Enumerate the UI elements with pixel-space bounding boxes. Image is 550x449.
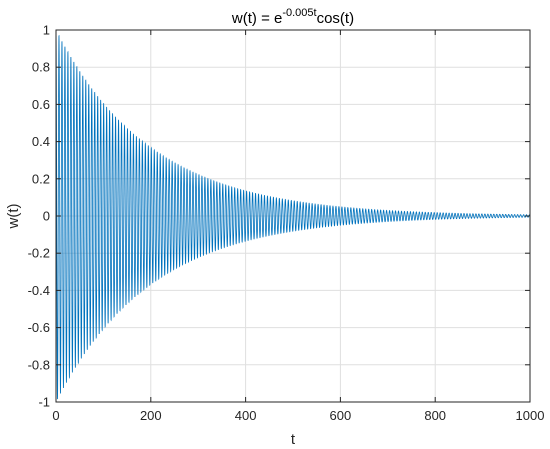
series-line [55, 29, 531, 400]
chart-title-exponent: -0.005t [282, 7, 316, 19]
axis-ticks [55, 29, 531, 403]
chart-title-base: w(t) = e [231, 10, 282, 27]
y-tick-label: -0.4 [28, 283, 50, 298]
x-tick-label: 400 [235, 408, 257, 423]
series-layer [55, 29, 531, 400]
x-tick-labels: 0 200 400 600 800 1000 [52, 408, 544, 423]
y-tick-label: -1 [38, 395, 50, 410]
chart-title-tail: cos(t) [317, 10, 355, 27]
x-tick-label: 0 [52, 408, 59, 423]
y-tick-label: 0 [43, 209, 50, 224]
x-axis-label: t [291, 431, 296, 448]
y-tick-label: 0.2 [32, 171, 50, 186]
y-tick-label: -0.6 [28, 320, 50, 335]
x-tick-label: 800 [424, 408, 446, 423]
x-tick-label: 1000 [516, 408, 545, 423]
chart-title: w(t) = e-0.005tcos(t) [231, 7, 354, 27]
y-tick-label: 0.8 [32, 60, 50, 75]
y-axis-label: w(t) [5, 204, 22, 230]
y-tick-label: 1 [43, 23, 50, 38]
y-tick-label: -0.8 [28, 357, 50, 372]
y-tick-labels: -1 -0.8 -0.6 -0.4 -0.2 0 0.2 0.4 0.6 0.8 1 [28, 23, 50, 410]
y-tick-label: 0.6 [32, 97, 50, 112]
x-tick-label: 200 [140, 408, 162, 423]
x-tick-label: 600 [330, 408, 352, 423]
y-tick-label: -0.2 [28, 246, 50, 261]
y-tick-label: 0.4 [32, 134, 50, 149]
